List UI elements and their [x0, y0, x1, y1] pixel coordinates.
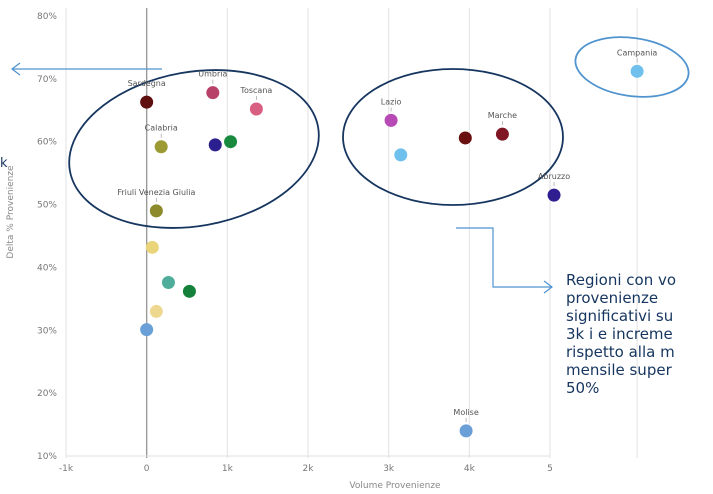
group-ellipse [68, 69, 320, 229]
point-label: Campania [617, 48, 658, 57]
y-axis-title: Delta % Provenienze [6, 165, 16, 259]
point-label: Calabria [145, 124, 178, 133]
point-label: Molise [453, 408, 478, 417]
y-tick-label: 40% [37, 263, 57, 273]
data-point [140, 323, 154, 337]
x-tick-label: 5 [547, 464, 553, 474]
data-point [459, 424, 473, 438]
point-label: Marche [488, 111, 517, 120]
left-arrow-head [11, 62, 21, 76]
right-arrow-head [543, 280, 553, 294]
data-point [630, 64, 644, 78]
data-point [145, 240, 159, 254]
x-axis-title: Volume Provenienze [349, 481, 441, 491]
point-label: Abruzzo [538, 172, 570, 181]
annotation-left-fragment: k [0, 156, 8, 171]
x-tick-label: 2k [303, 464, 315, 474]
point-label: Sardegna [128, 79, 166, 88]
data-points: Sardegna Umbria Toscana Calabria Friuli Vene… [117, 48, 658, 438]
point-label: Umbria [198, 70, 227, 79]
data-point [458, 131, 472, 145]
data-point [208, 138, 222, 152]
data-point [206, 86, 220, 100]
x-tick-label: 0 [144, 464, 150, 474]
x-tick-label: 3k [383, 464, 395, 474]
y-tick-label: 80% [37, 12, 57, 22]
data-point [182, 284, 196, 298]
y-tick-label: 30% [37, 326, 57, 336]
data-point [224, 135, 238, 149]
x-tick-label: -1k [59, 464, 74, 474]
y-tick-label: 70% [37, 75, 57, 85]
annotation-note: Regioni con vo provenienze significativi… [566, 271, 677, 397]
point-label: Lazio [381, 97, 402, 106]
data-point [384, 113, 398, 127]
annotation-arrows [11, 62, 553, 294]
group-ellipse [574, 36, 690, 98]
data-point [149, 304, 163, 318]
data-point [140, 95, 154, 109]
data-point [161, 276, 175, 290]
point-label: Friuli Venezia Giulia [117, 188, 195, 197]
group-ellipse [342, 68, 564, 206]
y-tick-label: 20% [37, 389, 57, 399]
chart-grid [65, 8, 638, 458]
data-point [154, 140, 168, 154]
y-tick-label: 50% [37, 201, 57, 211]
tick-labels: -1k 0 1k 2k 3k 4k 5 10% 20% 30% 40% 50% 60% 70% 80% [37, 12, 553, 474]
group-ellipses [68, 36, 690, 229]
data-point [149, 204, 163, 218]
data-point [547, 188, 561, 202]
data-point [495, 127, 509, 141]
point-label: Toscana [239, 86, 272, 95]
x-tick-label: 4k [464, 464, 476, 474]
right-arrow-line [456, 227, 552, 288]
data-point [394, 148, 408, 162]
x-tick-label: 1k [222, 464, 234, 474]
data-point [249, 102, 263, 116]
y-tick-label: 60% [37, 138, 57, 148]
y-tick-label: 10% [37, 452, 57, 462]
